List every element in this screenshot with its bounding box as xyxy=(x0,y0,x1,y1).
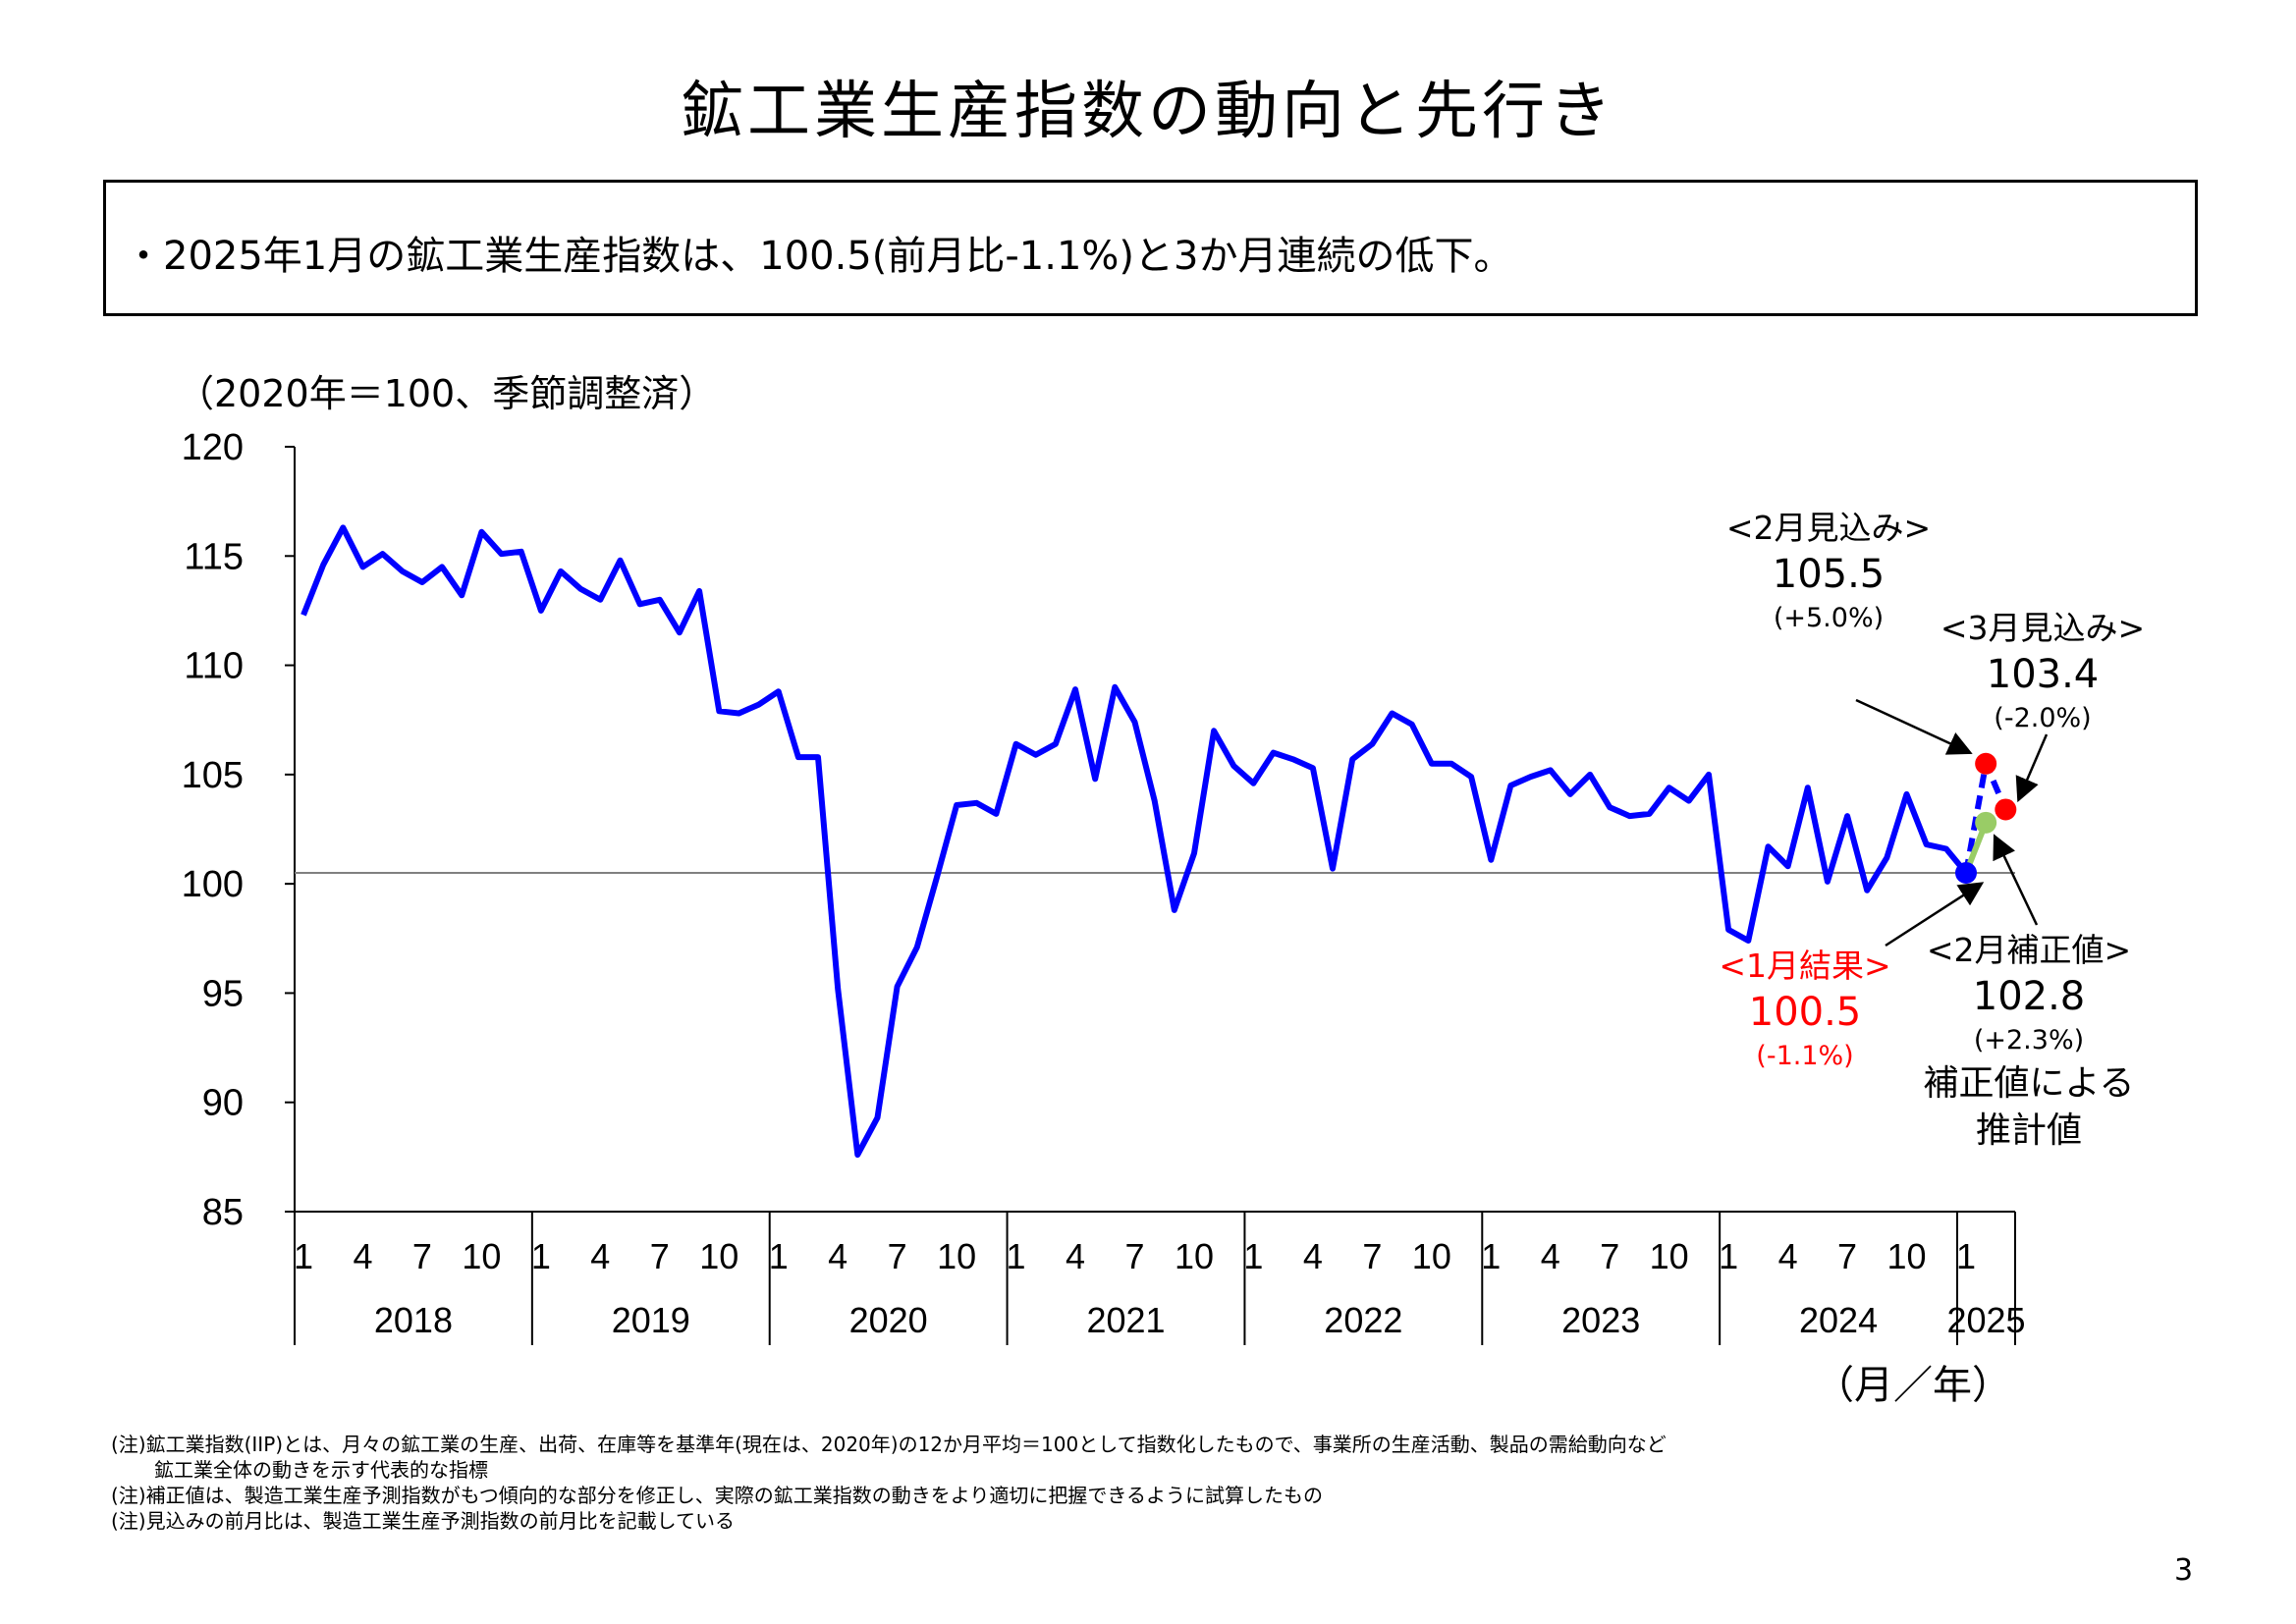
x-month-tick-label: 1 xyxy=(1007,1236,1026,1276)
x-year-label: 2025 xyxy=(1946,1300,2025,1340)
y-tick-label: 85 xyxy=(202,1192,244,1233)
footnotes: (注)鉱工業指数(IIP)とは、月々の鉱工業の生産、出荷、在庫等を基準年(現在は… xyxy=(111,1432,1667,1534)
x-month-tick-label: 7 xyxy=(1362,1236,1382,1276)
x-month-tick-label: 4 xyxy=(1066,1236,1085,1276)
x-axis-unit-label: （月／年） xyxy=(1815,1363,2011,1408)
x-month-tick-label: 1 xyxy=(1243,1236,1263,1276)
page-title: 鉱工業生産指数の動向と先行き xyxy=(681,76,1615,148)
x-month-tick-label: 7 xyxy=(888,1236,907,1276)
x-year-label: 2020 xyxy=(849,1300,928,1340)
x-year-label: 2021 xyxy=(1086,1300,1165,1340)
x-year-label: 2022 xyxy=(1324,1300,1402,1340)
summary-box: ・2025年1月の鉱工業生産指数は、100.5(前月比-1.1%)と3か月連続の… xyxy=(103,180,2198,316)
x-year-label: 2023 xyxy=(1561,1300,1640,1340)
x-month-tick-label: 10 xyxy=(1650,1236,1689,1276)
x-month-tick-label: 10 xyxy=(462,1236,501,1276)
footnote-3: (注)見込みの前月比は、製造工業生産予測指数の前月比を記載している xyxy=(111,1509,736,1533)
arrow-mar-forecast xyxy=(2015,733,2049,803)
feb-corrected-value: 102.8 xyxy=(1972,974,2086,1019)
x-month-tick-label: 1 xyxy=(1956,1236,1976,1276)
feb-corrected-label: <2月補正値> xyxy=(1926,931,2132,969)
x-month-tick-label: 1 xyxy=(294,1236,313,1276)
arrow-jan-result xyxy=(1885,882,1985,947)
mar-forecast-value: 103.4 xyxy=(1986,652,2100,697)
x-month-tick-label: 7 xyxy=(1600,1236,1619,1276)
x-year-label: 2018 xyxy=(374,1300,453,1340)
jan-result-label: <1月結果> xyxy=(1719,947,1891,985)
x-month-tick-label: 1 xyxy=(1719,1236,1738,1276)
x-month-tick-label: 1 xyxy=(531,1236,551,1276)
x-month-tick-label: 10 xyxy=(1887,1236,1927,1276)
feb-corrected-note-2: 推計値 xyxy=(1975,1110,2083,1151)
y-tick-label: 105 xyxy=(182,755,244,796)
arrow-feb-corrected xyxy=(1993,834,2039,926)
annotation-feb-forecast: <2月見込み> 105.5 (+5.0%) xyxy=(1726,507,1931,638)
x-year-label: 2024 xyxy=(1799,1300,1878,1340)
x-month-tick-label: 10 xyxy=(699,1236,738,1276)
feb-forecast-pct: (+5.0%) xyxy=(1773,603,1885,633)
annotation-jan-result: <1月結果> 100.5 (-1.1%) xyxy=(1719,945,1890,1076)
annotation-mar-forecast: <3月見込み> 103.4 (-2.0%) xyxy=(1941,607,2145,738)
iip-series-line xyxy=(301,524,1969,1159)
y-tick-label: 100 xyxy=(182,864,244,905)
footnote-1: (注)鉱工業指数(IIP)とは、月々の鉱工業の生産、出荷、在庫等を基準年(現在は… xyxy=(111,1433,1667,1456)
mar-forecast-pct: (-2.0%) xyxy=(1994,703,2092,733)
feb-forecast-label: <2月見込み> xyxy=(1725,509,1932,547)
y-tick-label: 90 xyxy=(202,1083,244,1124)
arrow-feb-forecast xyxy=(1855,698,1973,755)
feb-corrected-pct: (+2.3%) xyxy=(1973,1025,2085,1056)
summary-text: ・2025年1月の鉱工業生産指数は、100.5(前月比-1.1%)と3か月連続の… xyxy=(124,234,1513,279)
x-month-tick-label: 10 xyxy=(1175,1236,1214,1276)
x-month-tick-label: 7 xyxy=(1837,1236,1857,1276)
x-month-tick-label: 10 xyxy=(1412,1236,1451,1276)
x-month-tick-label: 4 xyxy=(1778,1236,1798,1276)
x-month-tick-label: 7 xyxy=(1124,1236,1144,1276)
jan-result-pct: (-1.1%) xyxy=(1756,1041,1854,1071)
feb-forecast-marker xyxy=(1975,752,1997,775)
mar-forecast-marker xyxy=(1995,798,2017,821)
x-month-tick-label: 1 xyxy=(1481,1236,1501,1276)
x-month-tick-label: 4 xyxy=(1303,1236,1323,1276)
y-tick-label: 115 xyxy=(184,536,244,577)
x-month-tick-label: 7 xyxy=(412,1236,432,1276)
x-month-tick-label: 10 xyxy=(937,1236,976,1276)
page-number: 3 xyxy=(2174,1553,2194,1588)
mar-forecast-label: <3月見込み> xyxy=(1940,609,2146,647)
annotation-feb-corrected: <2月補正値> 102.8 (+2.3%) 補正値による 推計値 xyxy=(1924,929,2135,1155)
x-month-tick-label: 4 xyxy=(1541,1236,1560,1276)
y-tick-label: 110 xyxy=(184,646,244,687)
y-axis-unit-label: （2020年＝100、季節調整済） xyxy=(177,372,717,415)
x-month-tick-label: 4 xyxy=(828,1236,847,1276)
x-month-tick-label: 1 xyxy=(769,1236,789,1276)
jan-result-marker xyxy=(1955,862,1977,885)
feb-corrected-marker xyxy=(1975,811,1997,834)
footnote-1-continued: 鉱工業全体の動きを示す代表的な指標 xyxy=(154,1458,488,1482)
x-month-tick-label: 4 xyxy=(353,1236,372,1276)
x-month-tick-label: 7 xyxy=(650,1236,670,1276)
y-tick-label: 120 xyxy=(182,427,244,468)
y-tick-label: 95 xyxy=(202,973,244,1014)
x-month-tick-label: 4 xyxy=(590,1236,610,1276)
feb-corrected-note-1: 補正値による xyxy=(1923,1063,2135,1104)
x-year-label: 2019 xyxy=(612,1300,690,1340)
footnote-2: (注)補正値は、製造工業生産予測指数がもつ傾向的な部分を修正し、実際の鉱工業指数… xyxy=(111,1484,1324,1507)
jan-result-value: 100.5 xyxy=(1748,990,1862,1035)
feb-forecast-value: 105.5 xyxy=(1772,552,1886,597)
